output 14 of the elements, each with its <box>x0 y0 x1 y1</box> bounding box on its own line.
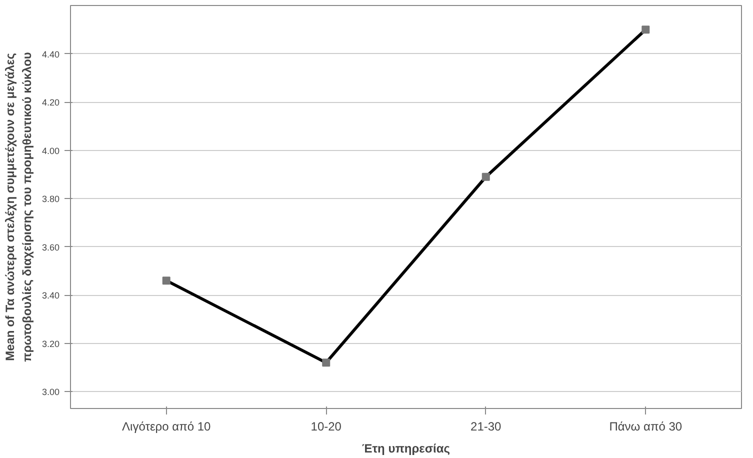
x-tick-label: 21-30 <box>470 420 502 434</box>
x-tick-label: Πάνω από 30 <box>609 420 682 434</box>
y-tick-label: 3.60 <box>42 242 60 252</box>
x-axis-title: Έτη υπηρεσίας <box>362 442 450 456</box>
y-tick-label: 4.40 <box>42 49 60 60</box>
y-tick-label: 3.40 <box>42 290 60 301</box>
y-axis-title: Mean of Τα ανώτερα στελέχη συμμετέχουν σε μεγάλες πρωτοβουλίες διαχείρισης του προμηθευτικού κύκλου <box>3 52 34 362</box>
y-tick-label: 4.00 <box>42 146 60 156</box>
x-tick-label: 10-20 <box>310 420 342 434</box>
y-tick-label: 3.20 <box>42 338 60 349</box>
y-tick-label: 3.80 <box>42 194 60 204</box>
x-tick-label: Λιγότερο από 10 <box>122 420 212 434</box>
y-tick-label: 3.00 <box>42 387 60 398</box>
y-tick-label: 4.20 <box>42 98 60 108</box>
